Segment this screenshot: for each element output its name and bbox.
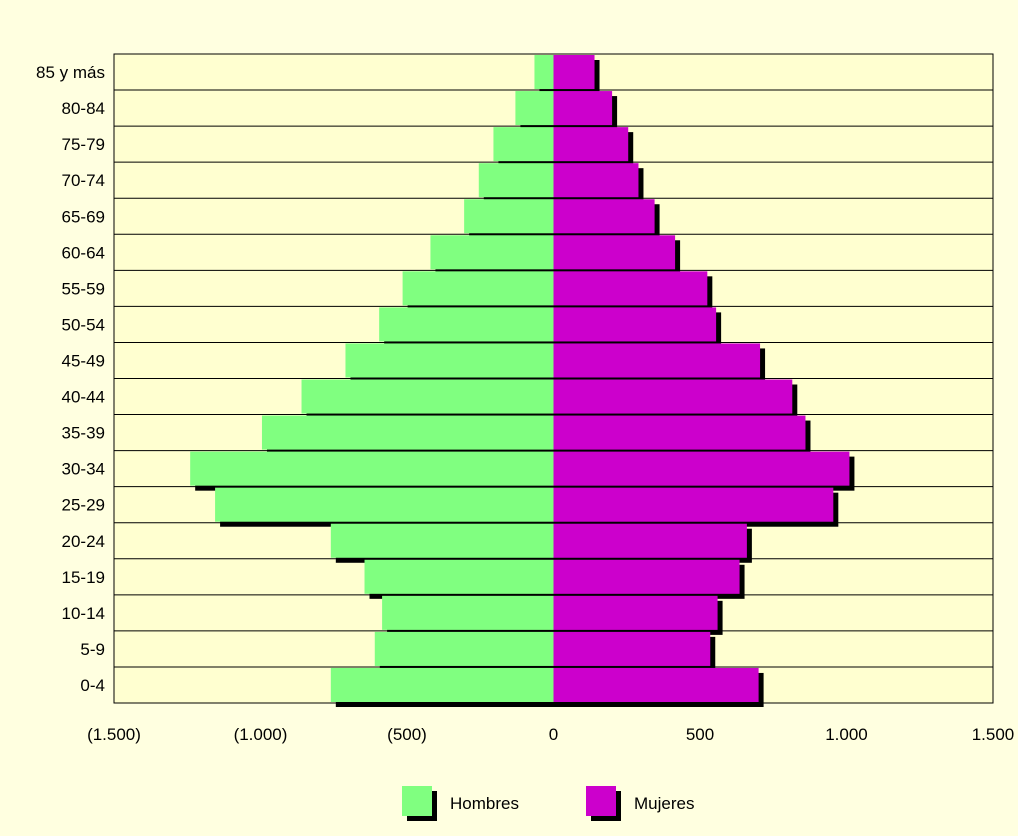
x-tick-label: 0 bbox=[549, 725, 558, 744]
category-label: 80-84 bbox=[62, 99, 105, 118]
category-label: 0-4 bbox=[80, 676, 105, 695]
bar-hombres bbox=[379, 307, 554, 342]
bar-mujeres bbox=[553, 307, 717, 342]
bar-hombres bbox=[464, 199, 554, 234]
bar-mujeres bbox=[553, 667, 759, 702]
bar-mujeres bbox=[553, 127, 629, 162]
x-tick-label: 1.500 bbox=[972, 725, 1015, 744]
bars-group bbox=[190, 55, 855, 707]
category-label: 5-9 bbox=[80, 640, 105, 659]
bar-mujeres bbox=[553, 199, 655, 234]
category-label: 20-24 bbox=[62, 532, 105, 551]
bar-hombres bbox=[364, 559, 554, 594]
bar-hombres bbox=[478, 163, 554, 198]
category-label: 10-14 bbox=[62, 604, 105, 623]
category-label: 15-19 bbox=[62, 568, 105, 587]
category-label: 55-59 bbox=[62, 279, 105, 298]
legend-label: Mujeres bbox=[634, 794, 694, 813]
bar-hombres bbox=[345, 343, 554, 378]
bar-hombres bbox=[330, 667, 554, 702]
bar-mujeres bbox=[553, 379, 793, 414]
category-label: 85 y más bbox=[36, 63, 105, 82]
bar-hombres bbox=[215, 487, 554, 522]
category-label: 60-64 bbox=[62, 243, 105, 262]
category-label: 25-29 bbox=[62, 496, 105, 515]
bar-hombres bbox=[402, 271, 554, 306]
bar-mujeres bbox=[553, 523, 747, 558]
bar-mujeres bbox=[553, 415, 806, 450]
x-tick-label: (500) bbox=[387, 725, 427, 744]
legend-swatch-hombres bbox=[402, 786, 432, 816]
bar-mujeres bbox=[553, 55, 595, 90]
category-label: 40-44 bbox=[62, 388, 105, 407]
bar-mujeres bbox=[553, 271, 708, 306]
bar-mujeres bbox=[553, 559, 740, 594]
x-tick-label: (1.000) bbox=[234, 725, 288, 744]
bar-mujeres bbox=[553, 451, 850, 486]
bar-mujeres bbox=[553, 343, 761, 378]
legend-swatch-mujeres bbox=[586, 786, 616, 816]
x-axis-tick-labels: (1.500) (1.000) (500) 0 500 1.000 1.500 bbox=[87, 725, 1014, 744]
bar-hombres bbox=[190, 451, 554, 486]
category-label: 50-54 bbox=[62, 315, 105, 334]
category-label: 65-69 bbox=[62, 207, 105, 226]
bar-hombres bbox=[330, 523, 554, 558]
category-label: 30-34 bbox=[62, 460, 105, 479]
bar-hombres bbox=[382, 595, 554, 630]
bar-hombres bbox=[374, 631, 554, 666]
legend-label: Hombres bbox=[450, 794, 519, 813]
bar-hombres bbox=[493, 127, 554, 162]
x-tick-label: 1.000 bbox=[825, 725, 868, 744]
bar-mujeres bbox=[553, 631, 711, 666]
bar-mujeres bbox=[553, 163, 639, 198]
bar-hombres bbox=[261, 415, 554, 450]
x-tick-label: 500 bbox=[686, 725, 714, 744]
bar-mujeres bbox=[553, 235, 676, 270]
bar-hombres bbox=[430, 235, 554, 270]
bar-mujeres bbox=[553, 595, 718, 630]
bar-mujeres bbox=[553, 91, 613, 126]
bar-hombres bbox=[301, 379, 554, 414]
category-label: 70-74 bbox=[62, 171, 105, 190]
category-label: 75-79 bbox=[62, 135, 105, 154]
legend: Hombres Mujeres bbox=[402, 786, 694, 821]
x-tick-label: (1.500) bbox=[87, 725, 141, 744]
bar-hombres bbox=[534, 55, 554, 90]
category-label: 35-39 bbox=[62, 424, 105, 443]
bar-mujeres bbox=[553, 487, 834, 522]
bar-hombres bbox=[515, 91, 554, 126]
category-label: 45-49 bbox=[62, 351, 105, 370]
category-labels: 85 y más 80-84 75-79 70-74 65-69 60-64 55-59 50… bbox=[36, 63, 105, 695]
